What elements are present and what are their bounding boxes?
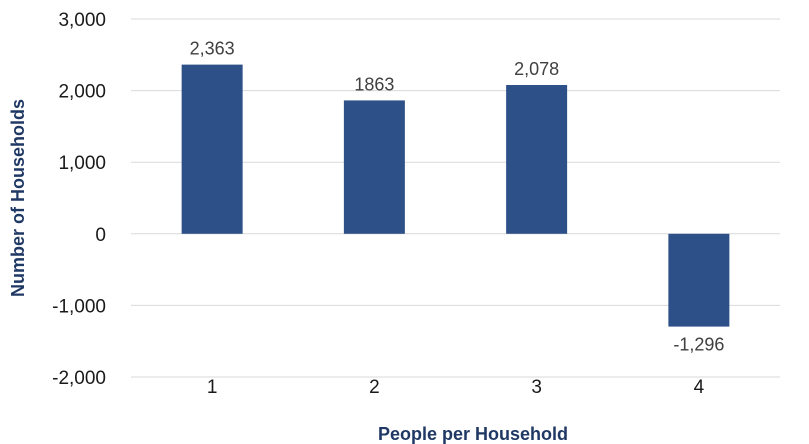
bars bbox=[181, 64, 730, 327]
x-tick-label: 2 bbox=[369, 377, 380, 398]
y-tick-label: 0 bbox=[95, 225, 106, 246]
data-label: 2,078 bbox=[514, 59, 559, 79]
y-tick-label: 3,000 bbox=[58, 10, 106, 31]
bar bbox=[343, 100, 405, 234]
x-tick-label: 4 bbox=[694, 377, 705, 398]
data-label: 2,363 bbox=[190, 39, 235, 59]
data-label: 1863 bbox=[354, 74, 394, 94]
data-labels: 2,363 1863 2,078 -1,296 bbox=[190, 39, 725, 355]
bar bbox=[181, 64, 243, 234]
data-label: -1,296 bbox=[673, 335, 724, 355]
x-tick-label: 3 bbox=[531, 377, 542, 398]
y-tick-label: 1,000 bbox=[58, 153, 106, 174]
x-axis-tick-labels: 1 2 3 4 bbox=[207, 377, 705, 398]
bar bbox=[668, 233, 730, 327]
x-tick-label: 1 bbox=[207, 377, 218, 398]
y-tick-label: -2,000 bbox=[52, 368, 106, 389]
x-axis-title: People per Household bbox=[378, 424, 568, 444]
y-axis-title: Number of Households bbox=[8, 99, 28, 297]
y-tick-label: 2,000 bbox=[58, 82, 106, 103]
bar bbox=[506, 85, 568, 234]
y-tick-label: -1,000 bbox=[52, 296, 106, 317]
y-axis-tick-labels: 3,000 2,000 1,000 0 -1,000 -2,000 bbox=[52, 10, 106, 389]
